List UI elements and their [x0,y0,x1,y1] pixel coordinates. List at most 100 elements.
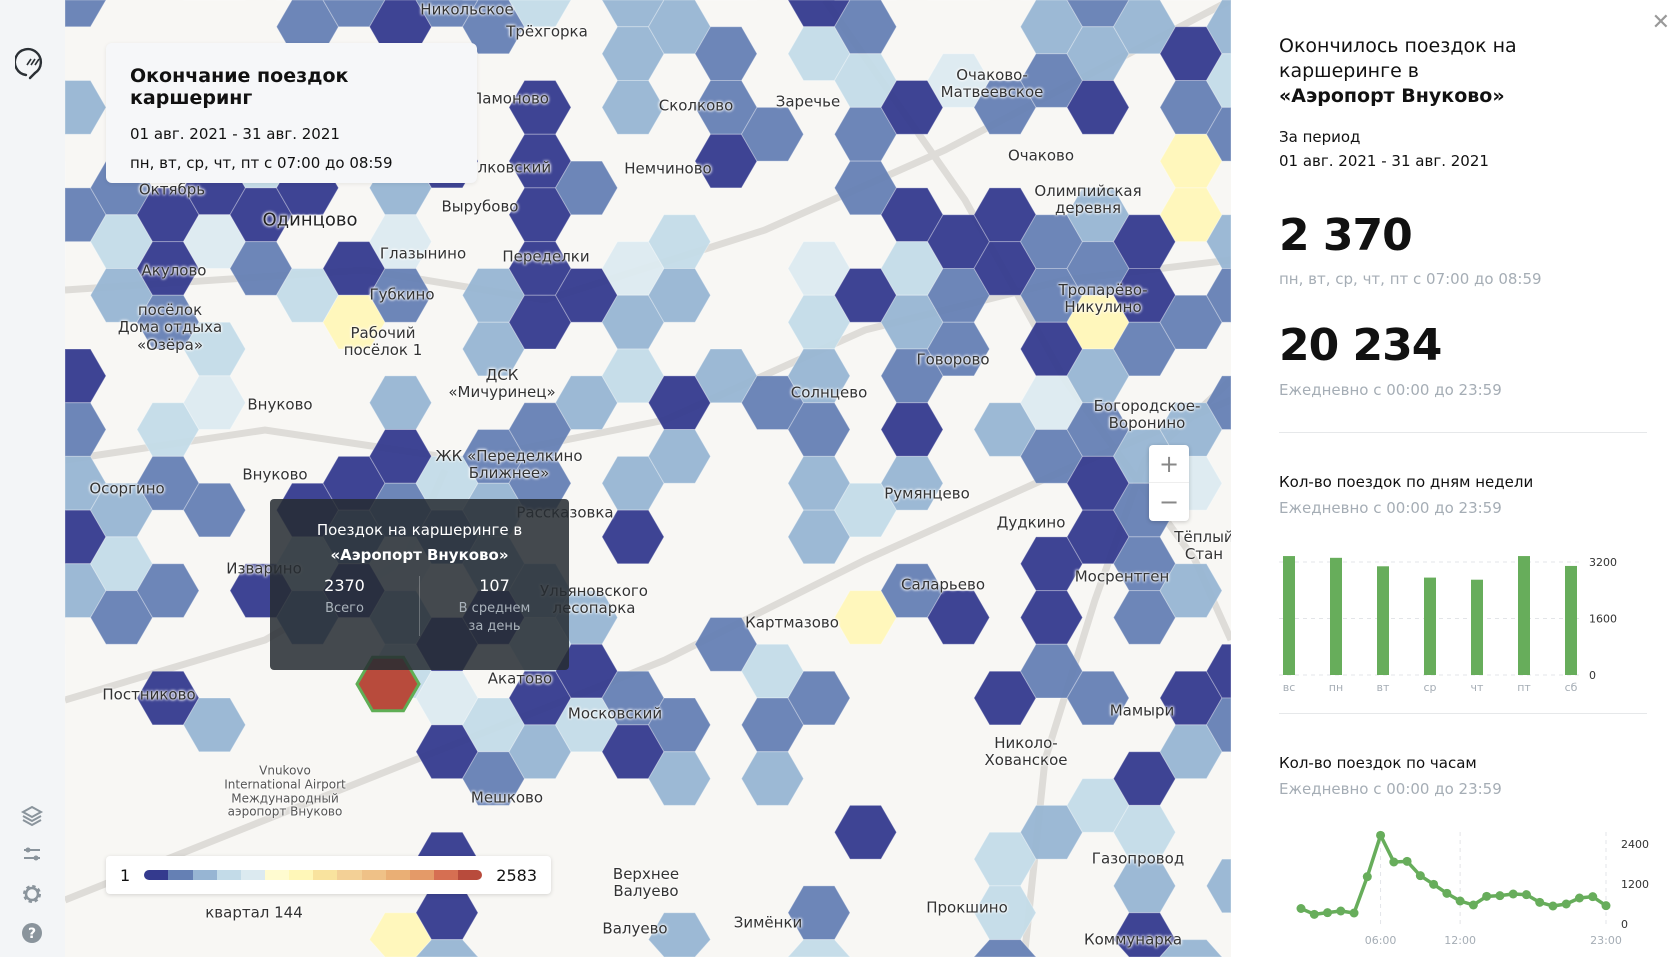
hex-cell[interactable] [182,697,247,753]
layer-title: Окончание поездок каршеринг [130,65,349,109]
hex-cell[interactable] [182,375,247,430]
hex-cell[interactable] [973,939,1037,957]
divider [1279,432,1647,433]
zoom-in-button[interactable]: + [1149,445,1189,483]
data-point[interactable] [1548,901,1558,911]
bar[interactable] [1565,565,1577,675]
hex-cell[interactable] [1066,670,1130,726]
date-range: 01 авг. 2021 - 31 авг. 2021 [130,125,340,143]
hex-cell[interactable] [415,939,479,957]
hex-cell[interactable] [601,80,665,135]
layers-icon[interactable] [18,802,46,830]
hex-cell[interactable] [65,348,107,404]
hex-cell[interactable] [1112,912,1177,957]
hex-cell[interactable] [508,0,572,28]
hex-cell[interactable] [554,160,619,216]
data-point[interactable] [1495,891,1505,901]
hex-cell[interactable] [1205,697,1232,753]
place-label: Ламоново [471,89,549,108]
logo-icon[interactable] [15,46,49,80]
hex-cell[interactable] [1159,939,1223,957]
hex-cell[interactable] [136,563,200,618]
x-tick-label: вс [1283,681,1296,694]
hex-cell[interactable] [647,429,712,484]
place-label: Дудкино [996,513,1066,532]
data-point[interactable] [1561,899,1571,909]
bar[interactable] [1471,579,1483,675]
data-point[interactable] [1309,909,1319,919]
bar[interactable] [1330,557,1342,675]
hex-cell[interactable] [1066,80,1130,135]
data-point[interactable] [1415,871,1425,881]
hex-cell[interactable] [787,670,851,726]
hex-cell[interactable] [740,751,805,806]
legend-swatch [385,870,410,880]
hex-cell[interactable] [880,455,944,511]
data-point[interactable] [1376,830,1386,840]
data-point[interactable] [1535,897,1545,907]
hex-cell[interactable] [461,0,526,55]
place-label: Очаково- Матвеевское [940,65,1044,101]
place-label: Тёплый Стан [1174,527,1231,563]
hex-cell[interactable] [65,0,107,28]
x-tick-label: 06:00 [1365,934,1397,947]
bar[interactable] [1424,577,1436,675]
series-line [1300,833,1607,917]
data-point[interactable] [1588,892,1598,902]
data-point[interactable] [1362,872,1372,882]
data-point[interactable] [1521,890,1531,900]
data-point[interactable] [1455,896,1465,906]
bar[interactable] [1283,556,1295,675]
hex-cell[interactable] [880,402,944,457]
data-point[interactable] [1429,879,1439,889]
data-point[interactable] [1508,889,1518,899]
help-icon[interactable]: ? [18,919,46,947]
hex-cell[interactable] [1205,214,1232,269]
legend-swatch [216,870,241,880]
hex-cell[interactable] [647,268,712,323]
hex-cell[interactable] [182,482,247,538]
bar[interactable] [1518,556,1530,675]
data-point[interactable] [1442,888,1452,898]
data-point[interactable] [1323,908,1333,918]
gear-icon[interactable] [18,880,46,908]
hex-cell[interactable] [1205,643,1232,699]
data-point[interactable] [1601,901,1611,911]
hex-cell[interactable] [368,268,433,323]
hex-cell[interactable] [647,751,712,806]
hex-cell[interactable] [1205,53,1232,108]
hex-cell[interactable] [647,912,712,957]
hex-cell[interactable] [601,509,665,565]
panel-title-text: Окончилось поездок на каршеринге в [1279,35,1517,82]
hex-cell[interactable] [1159,563,1223,618]
data-point[interactable] [1574,893,1584,903]
hex-cell[interactable] [1019,590,1084,645]
hex-cell[interactable] [1205,858,1232,914]
hex-cell[interactable] [740,106,805,162]
data-point[interactable] [1336,906,1346,916]
hex-cell[interactable] [1205,0,1232,55]
data-point[interactable] [1349,908,1359,918]
hex-cell[interactable] [1205,268,1232,323]
close-icon[interactable]: ✕ [1651,10,1670,35]
hex-cell[interactable] [1205,375,1232,430]
hex-cell[interactable] [926,321,991,377]
data-point[interactable] [1482,891,1492,901]
hex-cell[interactable] [65,80,107,135]
hex-cell[interactable] [833,804,898,860]
place-label: Акулово [141,261,207,280]
hex-cell[interactable] [787,939,851,957]
data-point[interactable] [1389,857,1399,867]
zoom-out-button[interactable]: − [1158,488,1180,516]
hex-cell[interactable] [368,375,433,430]
sliders-icon[interactable] [18,840,46,868]
hex-cell[interactable] [926,590,991,645]
place-label: квартал 144 [205,903,303,922]
bar[interactable] [1377,566,1389,675]
data-point[interactable] [1468,900,1478,910]
hex-cell[interactable] [65,402,107,457]
data-point[interactable] [1296,904,1306,913]
tooltip-avg: 107 [479,576,510,595]
data-point[interactable] [1402,856,1412,866]
hex-cell[interactable] [1205,106,1232,162]
